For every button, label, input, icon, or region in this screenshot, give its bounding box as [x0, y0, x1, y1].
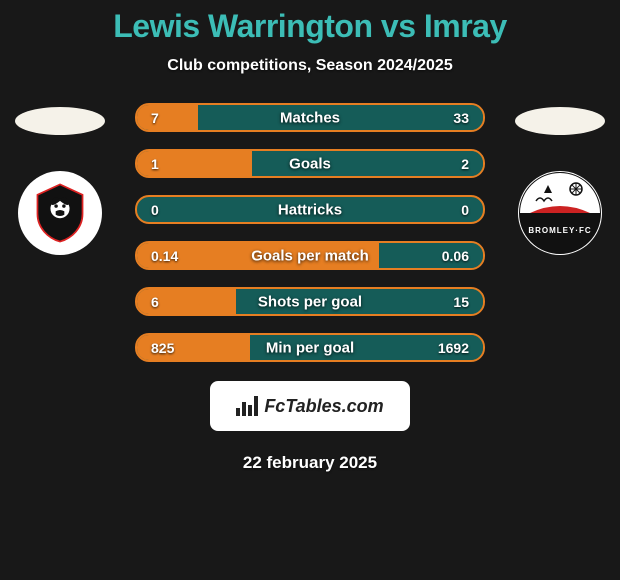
stat-bar: 615Shots per goal [135, 287, 485, 316]
source-logo[interactable]: FcTables.com [210, 381, 410, 431]
stat-label: Hattricks [137, 201, 483, 218]
subtitle: Club competitions, Season 2024/2025 [0, 57, 620, 75]
stat-label: Shots per goal [137, 293, 483, 310]
stat-bar: 0.140.06Goals per match [135, 241, 485, 270]
stat-bar: 8251692Min per goal [135, 333, 485, 362]
barchart-icon [236, 396, 258, 416]
photo-placeholder-left [15, 107, 105, 135]
page-title: Lewis Warrington vs Imray [0, 0, 620, 45]
date-label: 22 february 2025 [0, 453, 620, 473]
stat-label: Min per goal [137, 339, 483, 356]
shield-icon [34, 182, 86, 244]
photo-placeholder-right [515, 107, 605, 135]
club-crest-left [18, 171, 102, 255]
stat-label: Goals [137, 155, 483, 172]
club-crest-right: BROMLEY·FC [518, 171, 602, 255]
svg-text:BROMLEY·FC: BROMLEY·FC [528, 226, 591, 235]
player-right-column: BROMLEY·FC [500, 103, 620, 255]
stat-label: Matches [137, 109, 483, 126]
stat-bar: 00Hattricks [135, 195, 485, 224]
comparison-widget: Lewis Warrington vs Imray Club competiti… [0, 0, 620, 580]
stat-bars: 733Matches 12Goals 00Hattricks 0.140.06Goal… [135, 103, 485, 362]
stat-label: Goals per match [137, 247, 483, 264]
source-logo-text: FcTables.com [264, 396, 383, 417]
stat-bar: 733Matches [135, 103, 485, 132]
stat-bar: 12Goals [135, 149, 485, 178]
player-left-column [0, 103, 120, 255]
comparison-main: BROMLEY·FC 733Matches 12Goals 00Hattricks 0… [0, 103, 620, 363]
club-badge-icon: BROMLEY·FC [518, 171, 602, 255]
